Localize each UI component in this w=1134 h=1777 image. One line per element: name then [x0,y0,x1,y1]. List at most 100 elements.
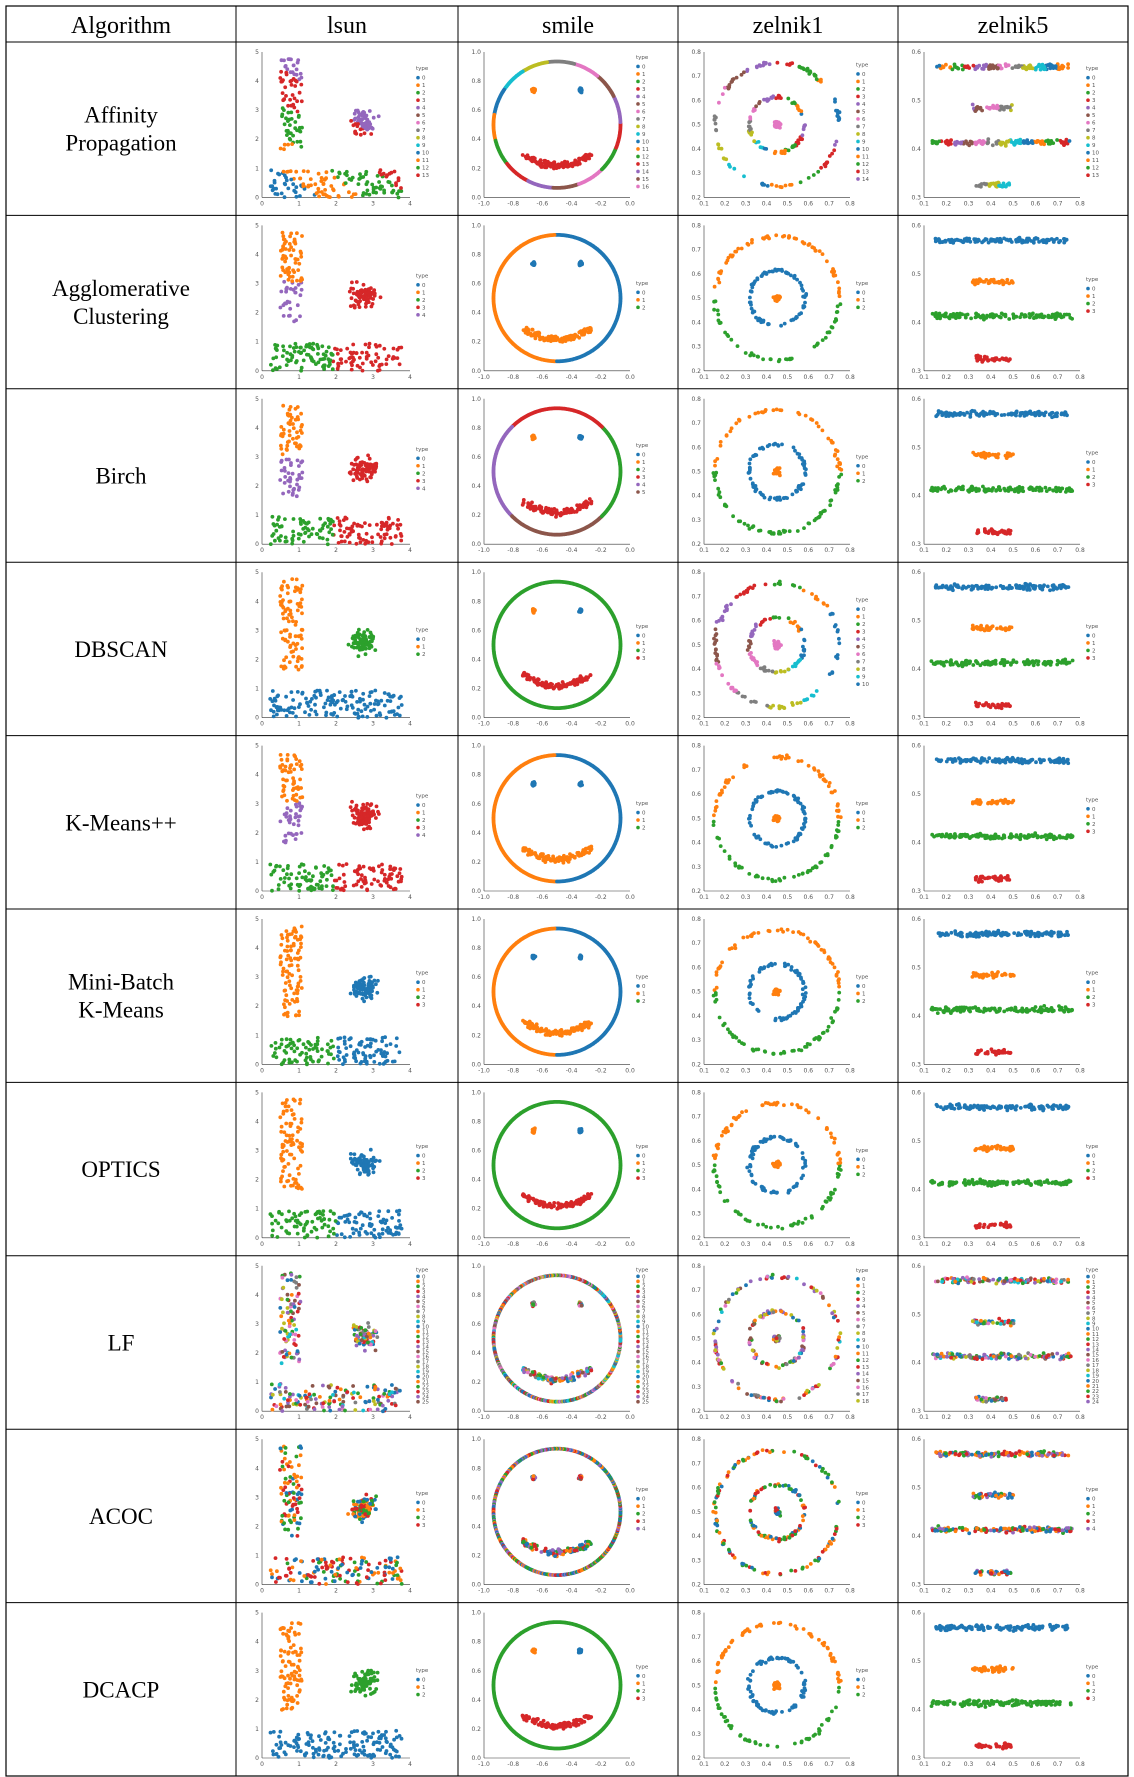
data-point [747,120,752,125]
data-point [743,351,748,355]
data-point [1034,236,1038,240]
y-tick-label: 5 [255,222,259,229]
x-tick-label: 0.5 [783,200,793,207]
legend-label: 6 [642,109,646,115]
y-tick-label: 0.6 [471,454,481,461]
data-point [282,664,287,669]
legend-marker [856,132,860,136]
data-point [356,122,360,126]
legend-label: 4 [642,94,646,100]
data-point [584,499,588,504]
data-point [363,652,368,657]
x-tick-label: 4 [408,374,412,381]
data-point [728,164,732,169]
data-point [368,701,373,706]
data-point [1019,312,1024,317]
data-point [1002,486,1007,491]
data-point [282,97,287,102]
data-point [728,429,733,434]
data-point [311,359,316,364]
data-point [331,519,335,524]
data-point [386,515,391,520]
data-point [557,338,561,342]
scatter-panel-zelnik1: 0.1 0.2 0.3 0.4 0.5 0.6 0.7 0.80.20.30.40.50.60… [691,396,868,554]
legend-marker [636,79,640,84]
legend-marker [416,105,420,110]
data-point [955,412,960,417]
data-point [805,66,810,71]
x-tick-label: -1.0 [478,374,490,381]
data-point [575,162,580,167]
data-point [295,99,299,104]
data-point [387,710,392,714]
data-point [1065,487,1069,491]
x-tick-label: 0.4 [762,547,772,554]
data-point [363,291,368,296]
data-point [360,714,365,719]
data-point [386,354,391,358]
data-point [761,447,766,451]
data-point [1002,530,1007,534]
x-tick-label: -0.6 [537,374,549,381]
legend-label: 2 [1092,475,1096,481]
data-point [584,505,589,510]
data-point [978,184,983,188]
y-tick-label: 0.4 [471,136,481,143]
data-point [1030,140,1035,145]
legend-label: 5 [422,113,426,119]
legend-marker [856,471,860,476]
legend-title: type [1086,66,1099,72]
legend-label: 3 [862,94,866,100]
data-point [788,356,792,361]
y-tick-label: 0 [255,541,259,548]
data-point [1048,141,1052,146]
data-point [963,238,968,243]
algorithm-label: Propagation [65,131,177,156]
data-point [747,461,752,466]
data-point [1004,456,1009,460]
data-point [324,713,328,718]
data-point [785,62,789,67]
data-point [295,278,299,283]
data-point [306,704,311,708]
data-point [281,314,286,318]
data-point [833,488,837,492]
data-point [299,522,303,526]
legend-marker [856,124,860,129]
x-tick-label: 0.1 [919,547,929,554]
legend-marker [856,154,860,159]
data-point [781,234,785,239]
legend-label: 1 [862,298,866,304]
data-point [1051,488,1056,493]
data-point [972,409,977,414]
legend-marker [1086,120,1090,125]
data-point [293,261,298,265]
y-tick-label: 3 [255,454,259,461]
data-point [747,470,751,475]
data-point [362,473,366,477]
data-point [299,254,304,259]
data-point [977,63,982,68]
data-point [326,345,331,350]
data-point [549,339,553,343]
data-point [361,633,366,637]
data-point [345,346,350,351]
data-point [770,95,774,100]
data-point [378,535,383,539]
data-point [984,451,988,456]
data-point [298,129,303,134]
data-point [357,305,362,309]
y-tick-label: 0.8 [691,49,701,56]
legend-marker [636,87,640,91]
data-point [336,361,340,366]
data-point [292,349,297,354]
legend-marker [416,456,420,461]
data-point [279,446,284,451]
data-point [551,510,556,515]
legend-marker [416,128,420,132]
data-point [786,96,791,101]
x-tick-label: 0.8 [845,374,855,381]
x-tick-label: 0.6 [804,374,814,381]
x-tick-label: -0.4 [566,721,578,728]
legend-marker [636,162,640,166]
